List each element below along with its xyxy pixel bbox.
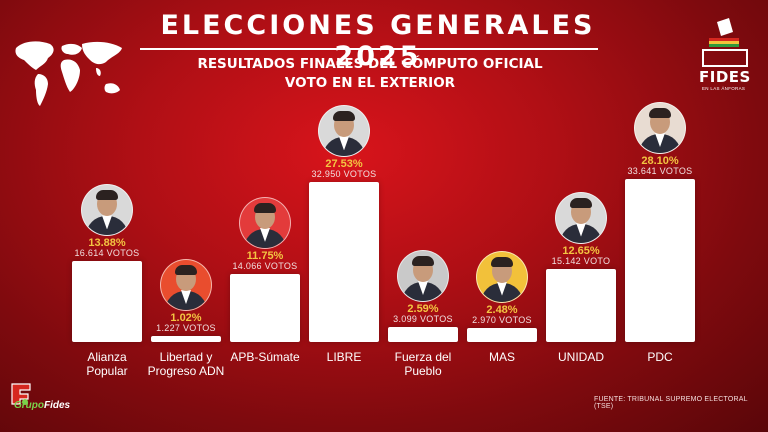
candidate-photo (239, 196, 291, 249)
vote-label: 1.227 VOTOS (156, 323, 216, 334)
category-label-line: UNIDAD (557, 350, 604, 364)
bar-0 (72, 261, 142, 342)
category-label: Libertad y Progreso ADN (136, 350, 236, 378)
candidate-photo (81, 184, 133, 237)
grupo-fides-mark-icon (11, 383, 31, 405)
candidate-photo-shirt (260, 227, 270, 242)
candidate-photo-hair (649, 108, 671, 119)
vote-label: 33.641 VOTOS (627, 166, 693, 177)
logo-text: FIDES (699, 68, 751, 86)
page-title: ELECCIONES GENERALES 2025 (160, 10, 596, 72)
value-label: 2.59% (407, 302, 439, 315)
category-label: Alianza Popular (57, 350, 157, 378)
candidate-photo-shirt (102, 215, 112, 230)
category-label-line: Fuerza del (394, 350, 452, 364)
candidate-photo-hair (491, 256, 513, 267)
grupo-fides-text: GrupoFides (14, 400, 70, 411)
category-label-line: Progreso ADN (147, 364, 225, 378)
value-label: 13.88% (88, 237, 126, 250)
bar-2 (230, 273, 300, 342)
category-label-line: Libertad y (159, 350, 213, 364)
candidate-photo-hair (333, 111, 355, 122)
value-label: 12.65% (562, 244, 600, 257)
subtitle-results: RESULTADOS FINALES DEL CÓMPUTO OFICIAL (197, 56, 543, 72)
candidate-photo-hair (175, 265, 197, 276)
bar-5 (467, 327, 537, 342)
category-label-line: Alianza (87, 350, 127, 364)
category-label: PDC (610, 350, 710, 364)
category-label: Fuerza del Pueblo (373, 350, 473, 378)
candidate-photo-shirt (497, 281, 507, 296)
candidate-photo-shirt (181, 290, 191, 305)
grupo-fides-logo: GrupoFides (10, 382, 90, 418)
vote-label: 3.099 VOTOS (393, 313, 453, 324)
category-label: APB-Súmate (215, 350, 315, 364)
bar-4 (388, 326, 458, 342)
grupo-text-a: Grupo (14, 400, 44, 411)
category-label-line: MAS (488, 350, 515, 364)
candidate-photo-hair (570, 197, 592, 208)
vote-label: 32.950 VOTOS (311, 169, 377, 180)
category-label-line: Pueblo (404, 364, 442, 378)
category-label-line: APB-Súmate (230, 350, 300, 364)
candidate-photo (476, 250, 528, 303)
subtitle-abroad-vote: VOTO EN EL EXTERIOR (284, 75, 456, 91)
bar-7 (625, 179, 695, 342)
bar-6 (546, 268, 616, 342)
title-underline (140, 48, 598, 50)
candidate-photo-shirt (339, 136, 349, 151)
candidate-photo (318, 105, 370, 158)
value-label: 11.75% (246, 249, 284, 262)
candidate-photo-shirt (655, 133, 665, 148)
source-note: FUENTE: TRIBUNAL SUPREMO ELECTORAL (TSE) (594, 396, 748, 410)
value-label: 27.53% (325, 158, 363, 171)
candidate-photo (555, 191, 607, 244)
candidate-photo-hair (412, 255, 434, 266)
fides-logo: FIDES EN LAS ÁNFORAS (695, 18, 755, 100)
world-map-icon (15, 41, 122, 106)
category-label: LIBRE (294, 350, 394, 364)
vote-label: 14.066 VOTOS (232, 260, 298, 271)
candidate-photo-hair (254, 202, 276, 213)
candidate-photo (634, 102, 686, 155)
bar-3 (309, 182, 379, 342)
category-label: MAS (452, 350, 552, 364)
candidate-photo-hair (96, 190, 118, 201)
bar-1 (151, 336, 221, 342)
candidate-photo (160, 259, 212, 312)
logo-tagline: EN LAS ÁNFORAS (702, 86, 746, 91)
category-label: UNIDAD (531, 350, 631, 364)
value-label: 28.10% (641, 155, 679, 168)
ballot-box-icon (702, 18, 748, 67)
vote-label: 2.970 VOTOS (472, 314, 532, 325)
candidate-photo-shirt (418, 280, 428, 295)
vote-label: 16.614 VOTOS (74, 248, 140, 259)
candidate-photo-shirt (576, 222, 586, 237)
vote-label: 15.142 VOTO (551, 255, 611, 266)
value-label: 2.48% (486, 303, 518, 316)
category-label-line: Popular (86, 364, 128, 378)
candidate-photo (397, 249, 449, 302)
value-label: 1.02% (170, 312, 202, 325)
category-label-line: PDC (647, 350, 673, 364)
category-label-line: LIBRE (326, 350, 362, 364)
grupo-text-b: Fides (44, 400, 71, 411)
